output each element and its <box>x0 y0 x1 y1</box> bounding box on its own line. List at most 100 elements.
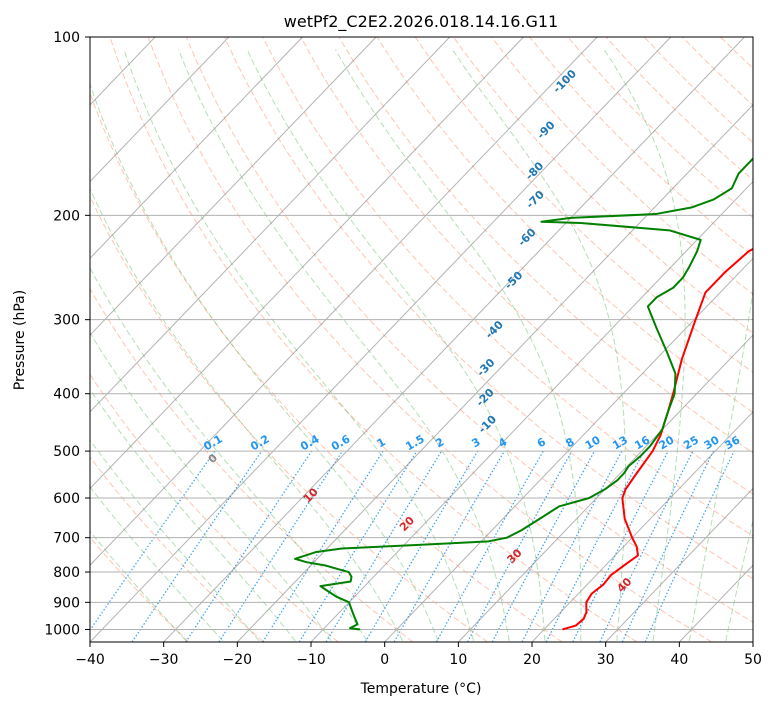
dry-adiabat-line <box>452 37 753 334</box>
dry-adiabat-line <box>262 37 753 537</box>
mixing-ratio-line <box>466 450 573 642</box>
moist-adiabat-line <box>90 187 403 641</box>
moist-adiabat-label: -70 <box>524 188 547 211</box>
moist-adiabat-line <box>90 82 439 641</box>
moist-adiabat-label: -90 <box>534 118 557 141</box>
mixing-ratio-line <box>521 450 623 642</box>
dry-adiabat-line <box>681 37 753 106</box>
series-group <box>294 157 753 631</box>
mixing-ratio-line <box>185 450 313 642</box>
x-axis-label: Temperature (°C) <box>360 681 482 697</box>
moist-adiabat-line <box>123 49 475 641</box>
special-adiabat-line <box>0 37 66 642</box>
y-tick-label: 500 <box>53 444 80 460</box>
mixing-ratio-label: 16 <box>632 433 652 452</box>
dry-adiabat-line <box>567 37 753 219</box>
x-tick-label: 10 <box>449 652 467 668</box>
moist-adiabat-line <box>90 388 296 642</box>
mixing-ratio-line <box>90 450 216 632</box>
mixing-ratio-line <box>545 450 645 642</box>
moist-adiabat-label: -80 <box>523 159 546 182</box>
mixing-ratio-label: 6 <box>535 435 548 450</box>
isotherm-line <box>384 257 753 642</box>
dry-adiabat-line <box>300 37 753 495</box>
dry-adiabat-line <box>90 91 563 642</box>
moist-adiabat-label: -40 <box>483 318 506 341</box>
mixing-ratio-line <box>644 450 735 642</box>
mixing-ratio-line <box>621 450 714 642</box>
isotherm-line <box>0 37 8 642</box>
isotherm-line <box>236 104 753 642</box>
isotherm-line <box>90 37 377 336</box>
series-dewpoint-line <box>294 157 753 631</box>
isotherm-line <box>90 37 672 642</box>
moist-adiabat-line <box>90 486 224 642</box>
isotherm-line <box>90 37 230 183</box>
mixing-ratio-label: 2 <box>433 435 446 450</box>
moist-adiabat-line <box>246 49 546 641</box>
dry-adiabat-line <box>90 195 488 642</box>
dry-adiabat-line <box>338 37 753 454</box>
mixing-ratio-label: 25 <box>681 433 701 452</box>
mixing-ratio-label: 10 <box>583 433 603 452</box>
moist-adiabat-label: -100 <box>550 67 579 96</box>
moist-adiabat-label: -10 <box>476 412 499 435</box>
dry-adiabat-line <box>414 37 753 374</box>
y-axis-label: Pressure (hPa) <box>12 290 28 390</box>
dry-adiabat-line <box>109 37 638 642</box>
mixing-ratio-label: 30 <box>702 433 722 452</box>
isotherm-line <box>457 334 753 642</box>
dry-adiabat-line <box>491 37 753 295</box>
dry-adiabat-line <box>90 456 264 642</box>
moist-adiabat-line <box>603 49 686 641</box>
moist-adiabat-label: -60 <box>515 226 538 249</box>
moist-adiabat-label: -30 <box>474 356 497 379</box>
y-tick-label: 600 <box>53 491 80 507</box>
x-tick-label: 30 <box>597 652 615 668</box>
moist-adiabat-label: -50 <box>502 269 525 292</box>
mixing-ratio-line <box>298 450 418 642</box>
dry-adiabat-line <box>223 37 753 580</box>
x-tick-label: −40 <box>75 652 105 668</box>
mixing-ratio-line <box>572 450 669 642</box>
x-tick-label: 20 <box>523 652 541 668</box>
background-lines <box>0 37 775 642</box>
dry-adiabat-line <box>147 37 712 642</box>
dry-adiabat-line <box>90 536 190 642</box>
isotherm-line <box>90 37 524 490</box>
x-tick-label: 40 <box>670 652 688 668</box>
isotherm-line <box>90 37 451 413</box>
isotherm-line <box>752 641 753 642</box>
y-tick-label: 800 <box>53 565 80 581</box>
mixing-ratio-line <box>599 450 694 642</box>
plot-frame <box>89 36 754 643</box>
mixing-ratio-line <box>218 450 343 642</box>
axes: −40 −30 −20 −10 0 10 20 30 40 5010020030040050060… <box>44 30 762 668</box>
mixing-ratio-label: 0.1 <box>201 432 224 453</box>
mixing-ratio-line <box>435 450 544 642</box>
mixing-ratio-line <box>131 450 263 642</box>
isotherm-line <box>310 180 753 642</box>
moist-adiabat-label: -20 <box>474 386 497 409</box>
moist-adiabat-line <box>90 439 260 642</box>
x-tick-label: −10 <box>296 652 326 668</box>
dry-adiabat-line <box>90 287 414 642</box>
isoline-labels: -100-90-80-70-60-50-40-30-20-100.1 0.2 0.4… <box>201 67 742 595</box>
y-tick-label: 700 <box>53 531 80 547</box>
x-tick-label: −30 <box>149 652 179 668</box>
x-tick-label: 50 <box>744 652 762 668</box>
moist-adiabat-line <box>90 332 332 642</box>
chart-title: wetPf2_C2E2.2026.018.14.16.G11 <box>284 12 558 32</box>
dry-adiabat-line <box>376 37 753 413</box>
mixing-ratio-label: 3 <box>469 435 482 450</box>
isotherm-line <box>90 37 598 566</box>
y-tick-label: 300 <box>53 313 80 329</box>
moist-adiabat-line <box>688 287 753 641</box>
dry-adiabat-line <box>759 37 775 642</box>
x-tick-label: 0 <box>380 652 389 668</box>
y-tick-label: 400 <box>53 387 80 403</box>
mixing-ratio-label: 0.6 <box>329 432 353 453</box>
y-tick-label: 100 <box>53 30 80 46</box>
moist-adiabat-line <box>90 530 187 642</box>
